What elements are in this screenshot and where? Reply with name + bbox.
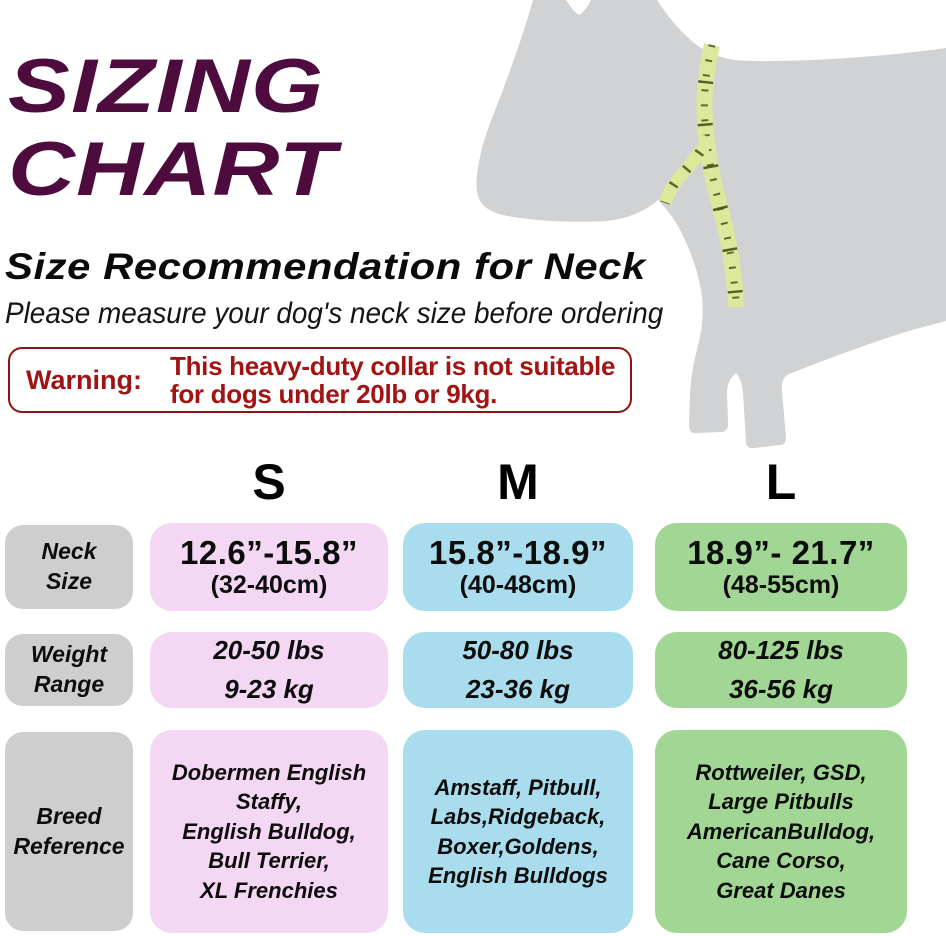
measuring-tape-main-ticks-short [700,44,740,308]
neck-size-m-cm: (40-48cm) [459,571,577,600]
neck-size-cell-s: 12.6”-15.8” (32-40cm) [150,523,388,611]
dog-silhouette-illustration [476,0,946,449]
row-header-breed-reference: Breed Reference [5,732,133,931]
measure-note: Please measure your dog's neck size befo… [5,297,664,330]
breed-cell-s: Dobermen English Staffy, English Bulldog… [150,730,388,933]
breed-m-value: Amstaff, Pitbull, Labs,Ridgeback, Boxer,… [428,774,608,888]
page-title: SIZING CHART [8,44,337,212]
weight-cell-l: 80-125 lbs 36-56 kg [655,632,907,708]
column-header-l: L [765,454,797,510]
dog-body-silhouette [476,0,946,449]
weight-cell-m: 50-80 lbs 23-36 kg [403,632,633,708]
row-header-weight-range: Weight Range [5,634,133,706]
page-title-line2: CHART [8,126,337,212]
neck-size-cell-l: 18.9”- 21.7” (48-55cm) [655,523,907,611]
weight-l-value: 80-125 lbs 36-56 kg [718,635,844,704]
neck-size-cell-m: 15.8”-18.9” (40-48cm) [403,523,633,611]
neck-size-s-inches: 12.6”-15.8” [180,533,358,571]
neck-size-l-inches: 18.9”- 21.7” [687,533,875,571]
warning-text: This heavy-duty collar is not suitable f… [169,350,616,409]
breed-cell-l: Rottweiler, GSD, Large Pitbulls American… [655,730,907,933]
weight-s-value: 20-50 lbs 9-23 kg [213,635,325,704]
breed-l-value: Rottweiler, GSD, Large Pitbulls American… [686,759,876,903]
neck-size-l-cm: (48-55cm) [722,571,840,600]
breed-cell-m: Amstaff, Pitbull, Labs,Ridgeback, Boxer,… [403,730,633,933]
neck-size-s-cm: (32-40cm) [210,571,328,600]
neck-size-m-inches: 15.8”-18.9” [429,533,607,571]
row-header-neck-size: Neck Size [5,525,133,609]
warning-label: Warning: [26,364,142,395]
breed-s-value: Dobermen English Staffy, English Bulldog… [171,759,367,903]
page-title-line1: SIZING [8,44,325,129]
warning-box: Warning: This heavy-duty collar is not s… [8,347,632,413]
weight-m-value: 50-80 lbs 23-36 kg [462,635,574,704]
weight-cell-s: 20-50 lbs 9-23 kg [150,632,388,708]
page-subtitle: Size Recommendation for Neck [5,246,646,287]
column-header-m: M [497,454,539,510]
measuring-tape-branch [658,134,715,206]
column-header-s: S [252,454,286,510]
